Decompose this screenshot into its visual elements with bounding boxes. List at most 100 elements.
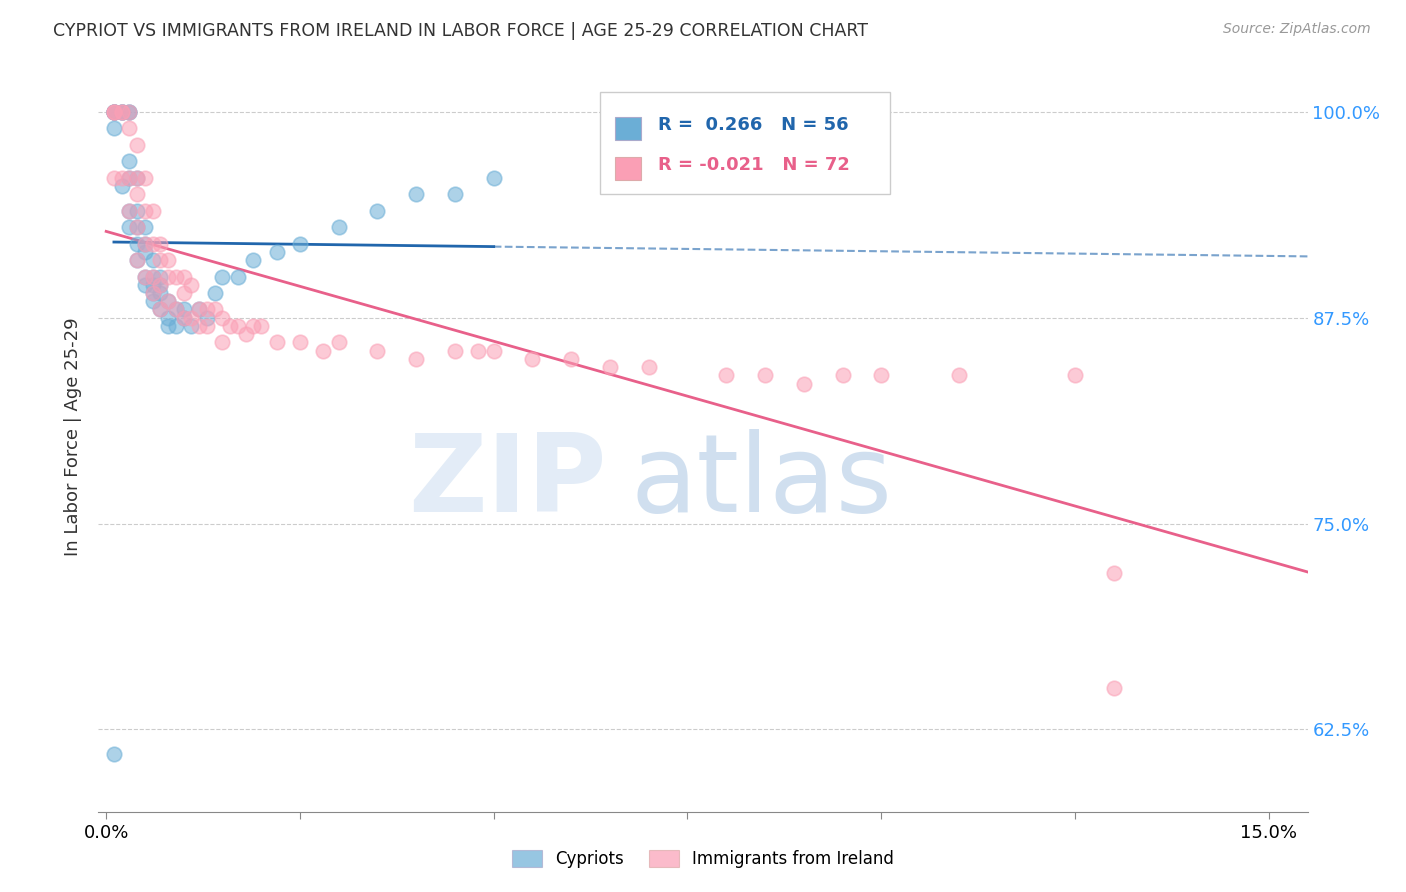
Point [103, 170, 125, 185]
Point [242, 253, 264, 268]
Point [134, 236, 156, 251]
Text: atlas: atlas [630, 429, 893, 535]
Point [134, 269, 156, 284]
Point [111, 178, 134, 193]
Point [173, 269, 195, 284]
Point [831, 368, 853, 383]
Point [118, 170, 141, 185]
Point [149, 269, 172, 284]
Point [127, 220, 149, 235]
Point [149, 285, 172, 300]
Point [204, 302, 226, 317]
Point [127, 253, 149, 268]
Point [157, 294, 180, 309]
Point [111, 104, 134, 119]
Point [118, 203, 141, 218]
Point [242, 318, 264, 333]
Point [560, 351, 582, 366]
Point [127, 137, 149, 152]
Point [173, 310, 195, 325]
Point [127, 236, 149, 251]
Point [118, 203, 141, 218]
Point [165, 269, 187, 284]
Point [180, 310, 202, 325]
Point [266, 244, 288, 259]
Point [127, 170, 149, 185]
Point [127, 253, 149, 268]
Point [142, 277, 165, 292]
Point [467, 343, 489, 358]
Point [118, 170, 141, 185]
Point [103, 121, 125, 136]
Point [134, 220, 156, 235]
Point [127, 170, 149, 185]
Text: Source: ZipAtlas.com: Source: ZipAtlas.com [1223, 22, 1371, 37]
Point [165, 302, 187, 317]
Point [111, 104, 134, 119]
Point [716, 368, 738, 383]
Point [157, 318, 180, 333]
Text: ZIP: ZIP [408, 429, 606, 535]
Point [195, 310, 218, 325]
Point [149, 302, 172, 317]
Point [103, 104, 125, 119]
Point [157, 253, 180, 268]
Point [188, 318, 211, 333]
Point [149, 277, 172, 292]
Point [328, 335, 350, 350]
Point [165, 302, 187, 317]
Point [793, 376, 815, 391]
Y-axis label: In Labor Force | Age 25-29: In Labor Force | Age 25-29 [63, 318, 82, 557]
Point [173, 302, 195, 317]
Point [754, 368, 776, 383]
Point [870, 368, 893, 383]
Point [103, 747, 125, 761]
Point [127, 220, 149, 235]
Text: CYPRIOT VS IMMIGRANTS FROM IRELAND IN LABOR FORCE | AGE 25-29 CORRELATION CHART: CYPRIOT VS IMMIGRANTS FROM IRELAND IN LA… [53, 22, 869, 40]
Point [134, 277, 156, 292]
Point [142, 253, 165, 268]
Point [226, 318, 249, 333]
Point [149, 302, 172, 317]
Point [405, 187, 427, 202]
Point [1102, 566, 1125, 580]
Point [211, 335, 233, 350]
Point [195, 302, 218, 317]
Point [142, 203, 165, 218]
Point [288, 335, 311, 350]
Point [142, 285, 165, 300]
Point [328, 220, 350, 235]
Point [142, 269, 165, 284]
Point [103, 104, 125, 119]
Point [111, 104, 134, 119]
Point [142, 236, 165, 251]
Point [103, 104, 125, 119]
Point [149, 253, 172, 268]
Point [127, 203, 149, 218]
Point [157, 269, 180, 284]
Text: R = -0.021   N = 72: R = -0.021 N = 72 [658, 156, 851, 174]
Point [211, 310, 233, 325]
Point [948, 368, 970, 383]
FancyBboxPatch shape [614, 117, 641, 140]
Point [157, 310, 180, 325]
Point [188, 302, 211, 317]
Point [118, 121, 141, 136]
Point [127, 187, 149, 202]
Point [111, 170, 134, 185]
Point [118, 220, 141, 235]
Point [118, 104, 141, 119]
Point [173, 310, 195, 325]
Point [149, 277, 172, 292]
Point [188, 302, 211, 317]
Point [637, 360, 659, 375]
Point [482, 170, 505, 185]
Point [226, 269, 249, 284]
Point [250, 318, 273, 333]
Point [103, 104, 125, 119]
Point [444, 187, 467, 202]
Point [599, 360, 621, 375]
Point [366, 343, 388, 358]
Point [134, 170, 156, 185]
Point [134, 236, 156, 251]
